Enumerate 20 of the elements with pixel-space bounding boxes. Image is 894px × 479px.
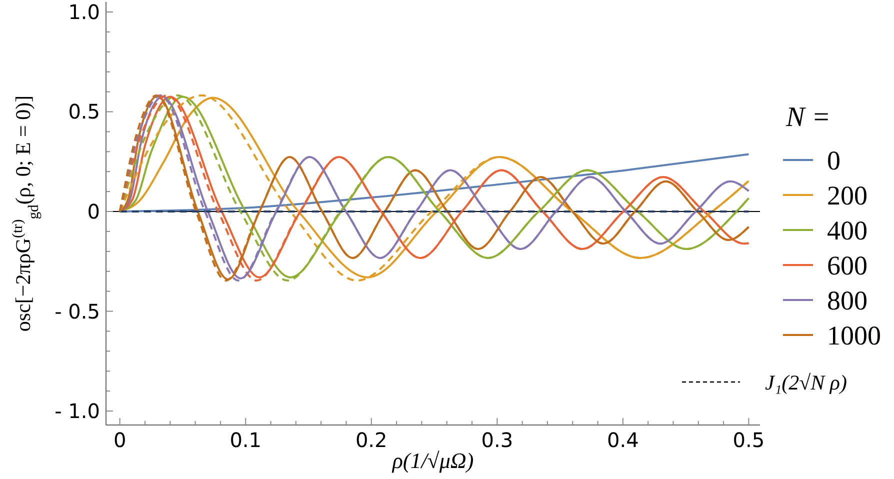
legend-label: 0 xyxy=(827,145,840,176)
text: J₁(2√N ρ) xyxy=(765,370,847,394)
legend-label: 600 xyxy=(827,250,868,280)
x-tick-label: 0.4 xyxy=(607,428,639,452)
x-tick-label: 0.2 xyxy=(355,428,388,452)
legend-label: 200 xyxy=(827,180,868,210)
x-tick-label: 0.5 xyxy=(732,428,765,452)
legend-title: N = xyxy=(785,102,831,133)
y-tick-label: - 0.5 xyxy=(54,299,100,324)
legend-label: 800 xyxy=(827,285,868,316)
x-tick-label: 0.3 xyxy=(481,428,514,452)
x-axis-title: ρ(1/√μΩ) xyxy=(391,448,474,473)
x-tick-label: 0 xyxy=(113,428,126,452)
y-tick-label: - 1.0 xyxy=(54,399,100,424)
y-tick-label: 0 xyxy=(87,200,100,224)
y-tick-label: 1.0 xyxy=(68,0,100,24)
legend-label: 1000 xyxy=(827,320,881,350)
legend-label: 400 xyxy=(827,215,868,246)
y-tick-label: 0.5 xyxy=(68,100,100,124)
x-tick-label: 0.1 xyxy=(230,428,262,452)
